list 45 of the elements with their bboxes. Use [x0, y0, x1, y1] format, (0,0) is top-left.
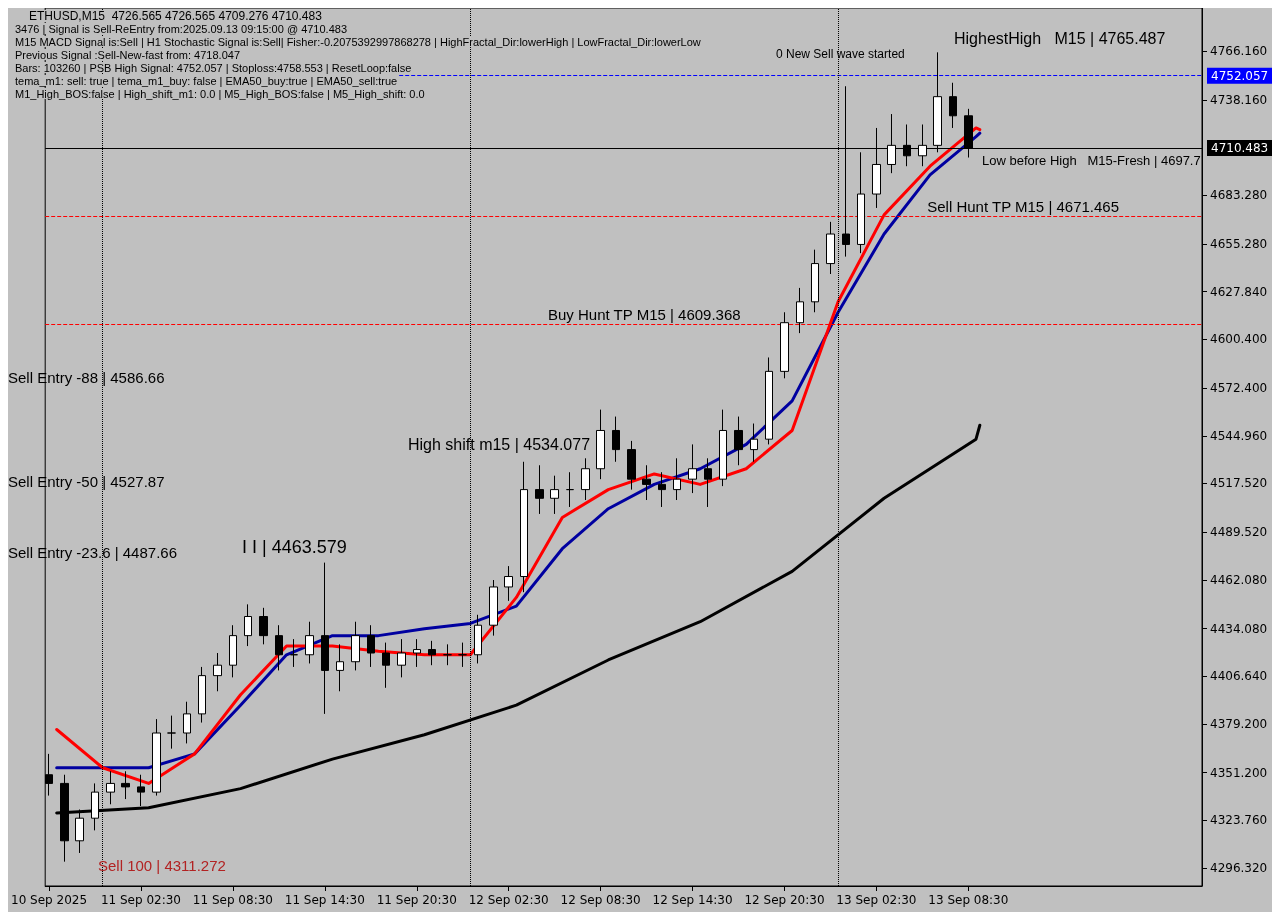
x-tick-label: 10 Sep 2025 — [11, 893, 88, 907]
x-tick-label: 11 Sep 20:30 — [376, 893, 457, 907]
ref-line-label: 4752.057 — [1211, 68, 1269, 83]
annotation: Previous Signal :Sell-New-fast from: 4718.047 — [15, 48, 240, 61]
y-tick-label: 4406.640 — [1210, 669, 1268, 684]
annotation: tema_m1: sell: true | tema_m1_buy: false | EMA50_buy:true | EMA50_sell:true — [15, 74, 398, 87]
y-tick-label: 4351.200 — [1210, 765, 1268, 780]
y-tick-label: 4462.080 — [1210, 572, 1268, 587]
y-tick-label: 4655.280 — [1210, 236, 1268, 251]
annotation: Bars: 103260 | PSB High Signal: 4752.057 | Stoploss:4758.553 | ResetLoop:false — [15, 61, 412, 74]
ref-line-label: 4710.483 — [1211, 140, 1269, 155]
y-tick-label: 4489.520 — [1210, 525, 1268, 540]
x-tick-label: 12 Sep 20:30 — [744, 893, 825, 907]
x-tick-label: 13 Sep 08:30 — [928, 893, 1009, 907]
annotation: Low before High M15-Fresh | 4697.7 — [982, 153, 1201, 168]
y-tick-label: 4296.320 — [1210, 861, 1268, 876]
annotation: M1_High_BOS:false | High_shift_m1: 0.0 | M5_High_BOS:false | M5_High_shift: 0.0 — [15, 87, 425, 100]
x-tick-label: 12 Sep 08:30 — [560, 893, 641, 907]
y-tick-label: 4738.160 — [1210, 92, 1268, 107]
y-tick-label: 4572.400 — [1210, 381, 1268, 396]
y-tick-label: 4434.080 — [1210, 621, 1268, 636]
y-tick-label: 4544.960 — [1210, 428, 1268, 443]
x-tick-label: 11 Sep 02:30 — [100, 893, 182, 907]
x-tick-label: 11 Sep 08:30 — [192, 893, 273, 907]
y-tick-label: 4766.160 — [1210, 44, 1268, 59]
y-tick-label: 4379.200 — [1210, 716, 1268, 731]
annotation: Sell 100 | 4311.272 — [98, 857, 226, 874]
y-tick-label: 4600.400 — [1210, 332, 1268, 347]
annotation: Sell Hunt TP M15 | 4671.465 — [927, 197, 1120, 215]
chart-title: ETHUSD,M15 4726.565 4726.565 4709.276 4710.483 — [29, 9, 323, 23]
annotation: 0 New Sell wave started — [776, 47, 905, 61]
annotation: 3476 | Signal is Sell-ReEntry from:2025.09.13 09:15:00 @ 4710.483 — [15, 22, 348, 35]
annotation: Buy Hunt TP M15 | 4609.368 — [547, 305, 741, 323]
y-tick-label: 4517.520 — [1210, 476, 1268, 491]
y-tick-label: 4683.280 — [1210, 188, 1268, 203]
x-tick-label: 12 Sep 02:30 — [468, 893, 549, 907]
y-tick-label: 4323.760 — [1210, 813, 1268, 828]
annotation: High shift m15 | 4534.077 — [408, 435, 591, 453]
x-tick-label: 11 Sep 14:30 — [284, 893, 365, 907]
x-tick-label: 12 Sep 14:30 — [652, 893, 733, 907]
y-tick-label: 4627.840 — [1210, 284, 1268, 299]
annotation: HighestHigh M15 | 4765.487 — [954, 29, 1166, 47]
annotation: I I | 4463.579 — [242, 537, 347, 557]
x-tick-label: 13 Sep 02:30 — [836, 893, 917, 907]
annotation: M15 MACD Signal is:Sell | H1 Stochastic Signal is:Sell| Fisher:-0.2075392997868278 | HighFractal_Dir:lowerHigh | LowFractal_Dir:lowerLow — [15, 35, 701, 48]
